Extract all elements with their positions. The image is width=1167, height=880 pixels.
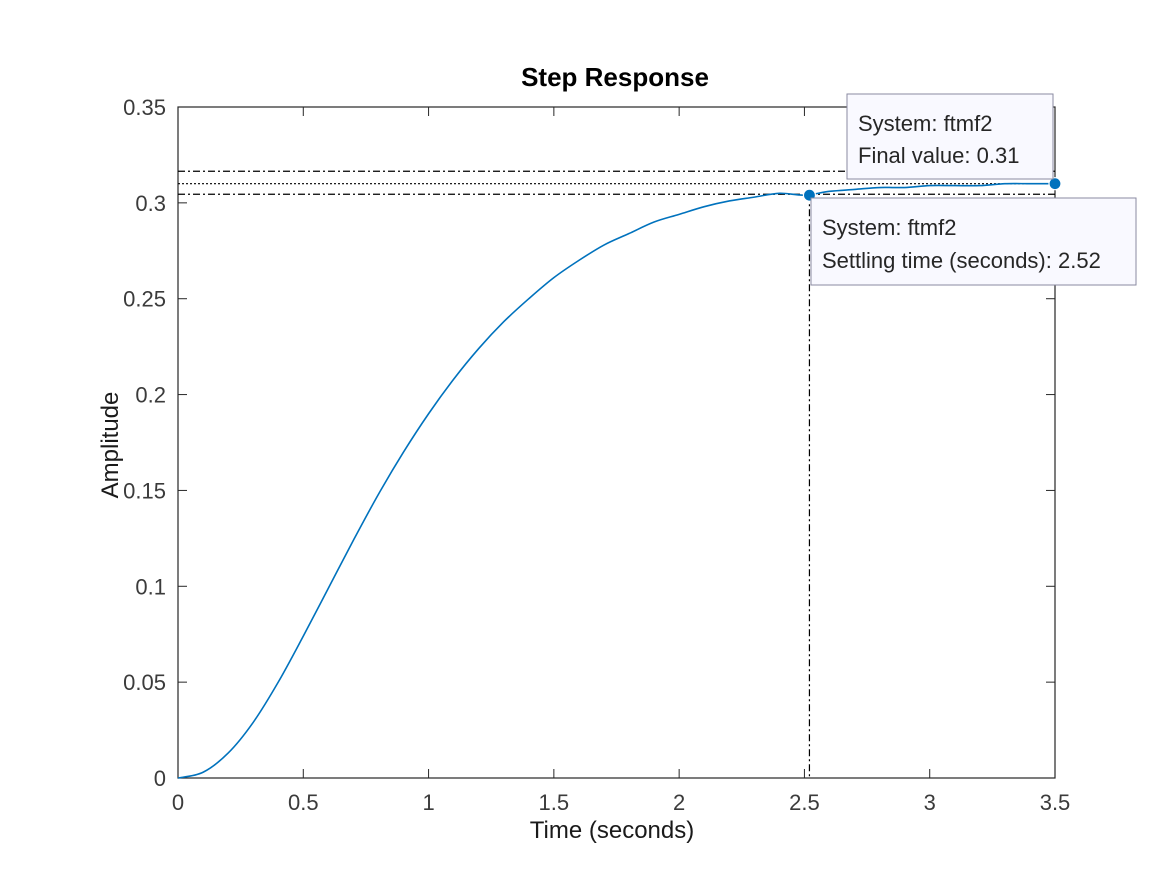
- chart-title: Step Response: [521, 62, 709, 92]
- x-tick-label-7: 3.5: [1040, 790, 1071, 815]
- step-response-line[interactable]: [177, 182, 1055, 779]
- x-tick-label-2: 1: [422, 790, 434, 815]
- x-tick-label-3: 1.5: [539, 790, 570, 815]
- datatip-final-value-system: System: ftmf2: [858, 111, 992, 136]
- datatip-settling-time[interactable]: System: ftmf2 Settling time (seconds): 2…: [810, 197, 1137, 286]
- final-value-marker[interactable]: [1048, 177, 1062, 191]
- y-tick-label-1: 0.05: [123, 670, 166, 695]
- datatip-final-value-text: Final value: 0.31: [858, 143, 1019, 168]
- y-tick-label-3: 0.15: [123, 478, 166, 503]
- x-tick-label-6: 3: [924, 790, 936, 815]
- x-tick-label-4: 2: [673, 790, 685, 815]
- datatip-settling-time-system: System: ftmf2: [822, 215, 956, 240]
- x-axis-label: Time (seconds): [530, 817, 694, 844]
- y-tick-label-5: 0.25: [123, 287, 166, 312]
- x-tick-label-5: 2.5: [789, 790, 820, 815]
- datatip-settling-time-box: [810, 197, 1137, 286]
- x-tick-label-0: 0: [172, 790, 184, 815]
- datatip-settling-time-text: Settling time (seconds): 2.52: [822, 248, 1101, 273]
- datatip-final-value-box: [846, 93, 1054, 180]
- y-tick-label-4: 0.2: [135, 383, 166, 408]
- y-tick-label-2: 0.1: [135, 574, 166, 599]
- y-tick-label-6: 0.3: [135, 191, 166, 216]
- y-tick-label-0: 0: [154, 766, 166, 791]
- y-tick-label-7: 0.35: [123, 95, 166, 120]
- datatip-final-value[interactable]: System: ftmf2 Final value: 0.31: [846, 93, 1054, 180]
- y-tick-labels: 0 0.05 0.1 0.15 0.2 0.25 0.3 0.35: [123, 95, 166, 791]
- x-tick-labels: 0 0.5 1 1.5 2 2.5 3 3.5: [172, 790, 1070, 815]
- x-tick-label-1: 0.5: [288, 790, 319, 815]
- y-axis-label: Amplitude: [97, 392, 124, 499]
